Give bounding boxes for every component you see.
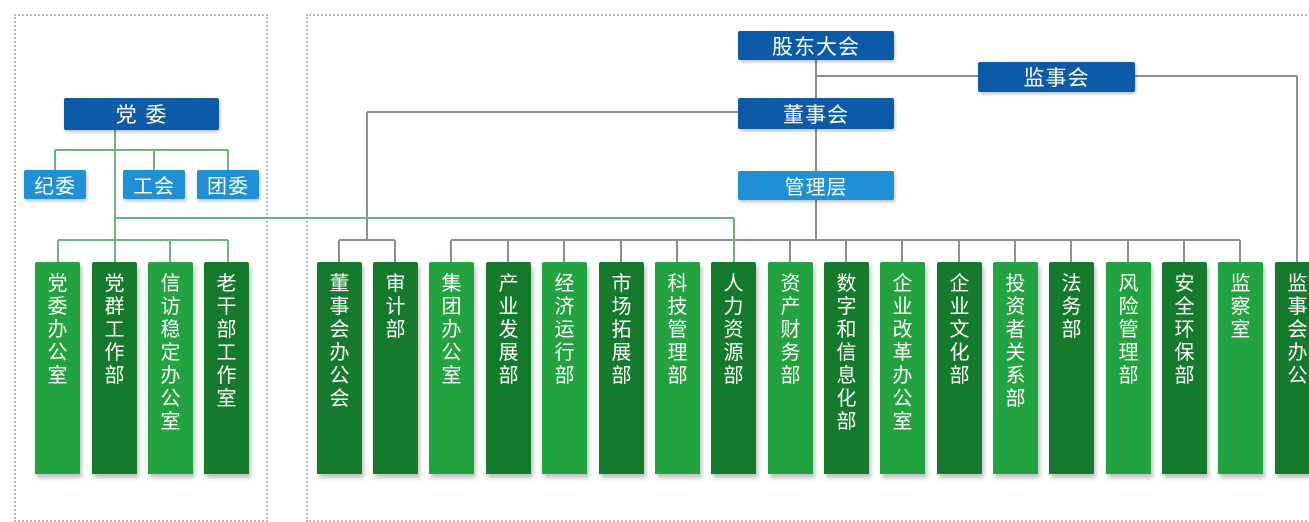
dept-audit: 审计部 [373, 262, 418, 474]
dept-label: 董事会办公会 [329, 271, 350, 410]
union-box: 工会 [123, 170, 185, 199]
dept-label: 审计部 [385, 271, 406, 341]
dept-label: 企业改革办公室 [892, 271, 913, 433]
dept-label: 产业发展部 [498, 271, 519, 387]
youth-league-box: 团委 [197, 170, 259, 199]
board-of-directors-box: 董事会 [738, 98, 894, 129]
supervisory-board-box: 监事会 [978, 62, 1135, 92]
dept-label: 科技管理部 [667, 271, 688, 387]
dept-party-office: 党委办公室 [35, 262, 80, 474]
dept-culture: 企业文化部 [937, 262, 982, 474]
dept-label: 信访稳定办公室 [160, 271, 181, 433]
dept-label: 人力资源部 [723, 271, 744, 387]
discipline-committee-box: 纪委 [24, 170, 86, 199]
dept-label: 投资者关系部 [1005, 271, 1026, 410]
dept-investor-relations: 投资者关系部 [993, 262, 1038, 474]
dept-petition-office: 信访稳定办公室 [148, 262, 193, 474]
dept-asset-finance: 资产财务部 [768, 262, 813, 474]
dept-label: 监事会办公 [1287, 271, 1308, 387]
dept-party-affairs: 党群工作部 [92, 262, 137, 474]
dept-industry-dev: 产业发展部 [486, 262, 531, 474]
dept-group-office: 集团办公室 [429, 262, 474, 474]
dept-label: 数字和信息化部 [836, 271, 857, 433]
dept-label: 经济运行部 [554, 271, 575, 387]
dept-supervision: 监察室 [1218, 262, 1263, 474]
dept-digital-info: 数字和信息化部 [824, 262, 869, 474]
dept-label: 党委办公室 [47, 271, 68, 387]
dept-tech-mgmt: 科技管理部 [655, 262, 700, 474]
dept-reform-office: 企业改革办公室 [880, 262, 925, 474]
dept-risk-mgmt: 风险管理部 [1106, 262, 1151, 474]
dept-supervisory-office: 监事会办公 [1275, 262, 1309, 474]
dept-label: 监察室 [1230, 271, 1251, 341]
dept-market-expansion: 市场拓展部 [599, 262, 644, 474]
dept-label: 法务部 [1061, 271, 1082, 341]
dept-label: 资产财务部 [780, 271, 801, 387]
dept-human-resources: 人力资源部 [711, 262, 756, 474]
dept-label: 安全环保部 [1174, 271, 1195, 387]
dept-safety-env: 安全环保部 [1162, 262, 1207, 474]
dept-board-office: 董事会办公会 [317, 262, 362, 474]
dept-label: 企业文化部 [949, 271, 970, 387]
dept-label: 老干部工作室 [216, 271, 237, 410]
dept-label: 集团办公室 [441, 271, 462, 387]
dept-label: 党群工作部 [104, 271, 125, 387]
shareholders-meeting-box: 股东大会 [738, 31, 894, 60]
dept-legal: 法务部 [1049, 262, 1094, 474]
dept-label: 风险管理部 [1118, 271, 1139, 387]
dept-veteran-cadre: 老干部工作室 [204, 262, 249, 474]
management-box: 管理层 [738, 171, 894, 200]
party-committee-box: 党 委 [64, 98, 219, 130]
dept-economic-ops: 经济运行部 [542, 262, 587, 474]
dept-label: 市场拓展部 [611, 271, 632, 387]
